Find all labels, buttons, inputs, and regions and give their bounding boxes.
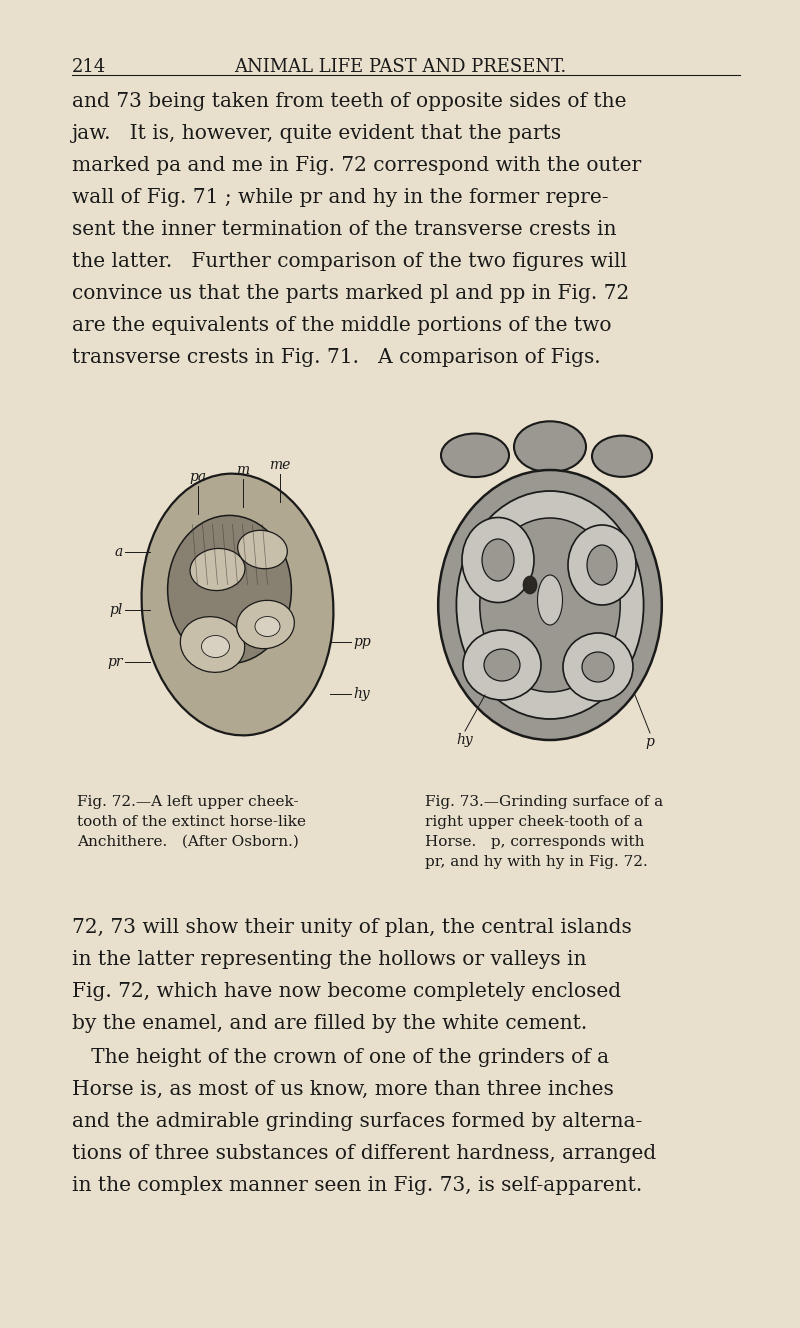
Text: pr, and hy with hy in Fig. 72.: pr, and hy with hy in Fig. 72. (425, 855, 648, 869)
Text: Fig. 73.—Grinding surface of a: Fig. 73.—Grinding surface of a (425, 795, 663, 809)
Ellipse shape (456, 491, 643, 718)
Text: wall of Fig. 71 ; while pr and hy in the former repre-: wall of Fig. 71 ; while pr and hy in the… (72, 189, 609, 207)
Text: and 73 being taken from teeth of opposite sides of the: and 73 being taken from teeth of opposit… (72, 92, 626, 112)
Ellipse shape (462, 518, 534, 603)
Text: and the admirable grinding surfaces formed by alterna-: and the admirable grinding surfaces form… (72, 1112, 642, 1131)
Ellipse shape (255, 616, 280, 636)
Text: pr: pr (107, 655, 123, 669)
Text: pa: pa (189, 470, 206, 483)
Ellipse shape (514, 421, 586, 473)
Text: transverse crests in Fig. 71.   A comparison of Figs.: transverse crests in Fig. 71. A comparis… (72, 348, 601, 367)
Text: are the equivalents of the middle portions of the two: are the equivalents of the middle portio… (72, 316, 611, 335)
Ellipse shape (237, 600, 294, 648)
Ellipse shape (592, 436, 652, 477)
Text: hy: hy (457, 733, 474, 746)
Text: 214: 214 (72, 58, 106, 76)
Ellipse shape (180, 616, 245, 672)
Text: ANIMAL LIFE PAST AND PRESENT.: ANIMAL LIFE PAST AND PRESENT. (234, 58, 566, 76)
Text: Fig. 72, which have now become completely enclosed: Fig. 72, which have now become completel… (72, 981, 621, 1001)
Ellipse shape (463, 629, 541, 700)
Ellipse shape (484, 649, 520, 681)
Ellipse shape (168, 515, 291, 664)
Text: pp: pp (353, 635, 370, 649)
Text: jaw.   It is, however, quite evident that the parts: jaw. It is, however, quite evident that … (72, 124, 562, 143)
Text: tooth of the extinct horse-like: tooth of the extinct horse-like (77, 815, 306, 829)
Text: pl: pl (110, 603, 123, 618)
Ellipse shape (438, 470, 662, 740)
Text: marked pa and me in Fig. 72 correspond with the outer: marked pa and me in Fig. 72 correspond w… (72, 155, 642, 175)
Text: 72, 73 will show their unity of plan, the central islands: 72, 73 will show their unity of plan, th… (72, 918, 632, 938)
Text: Anchithere.   (After Osborn.): Anchithere. (After Osborn.) (77, 835, 299, 849)
Text: convince us that the parts marked pl and pp in Fig. 72: convince us that the parts marked pl and… (72, 284, 630, 303)
Ellipse shape (190, 548, 245, 591)
Text: hy: hy (353, 687, 370, 701)
Ellipse shape (538, 575, 562, 625)
Text: right upper cheek-tooth of a: right upper cheek-tooth of a (425, 815, 643, 829)
Ellipse shape (582, 652, 614, 683)
Ellipse shape (523, 576, 537, 594)
Ellipse shape (480, 518, 620, 692)
Ellipse shape (568, 525, 636, 606)
Text: p: p (646, 734, 654, 749)
Ellipse shape (482, 539, 514, 582)
Text: tions of three substances of different hardness, arranged: tions of three substances of different h… (72, 1143, 656, 1163)
Text: in the latter representing the hollows or valleys in: in the latter representing the hollows o… (72, 950, 586, 969)
Text: the latter.   Further comparison of the two figures will: the latter. Further comparison of the tw… (72, 252, 627, 271)
Ellipse shape (563, 633, 633, 701)
Text: The height of the crown of one of the grinders of a: The height of the crown of one of the gr… (72, 1048, 609, 1066)
Ellipse shape (441, 433, 509, 477)
Text: Fig. 72.—A left upper cheek-: Fig. 72.—A left upper cheek- (77, 795, 298, 809)
Ellipse shape (142, 474, 334, 736)
Text: in the complex manner seen in Fig. 73, is self-apparent.: in the complex manner seen in Fig. 73, i… (72, 1177, 642, 1195)
Text: me: me (269, 458, 290, 471)
Text: Horse is, as most of us know, more than three inches: Horse is, as most of us know, more than … (72, 1080, 614, 1100)
Text: m: m (236, 463, 249, 477)
Text: Horse.   p, corresponds with: Horse. p, corresponds with (425, 835, 645, 849)
Ellipse shape (238, 530, 287, 568)
Text: by the enamel, and are filled by the white cement.: by the enamel, and are filled by the whi… (72, 1015, 587, 1033)
Text: a: a (114, 544, 123, 559)
Text: sent the inner termination of the transverse crests in: sent the inner termination of the transv… (72, 220, 617, 239)
Ellipse shape (587, 544, 617, 586)
Ellipse shape (202, 636, 230, 657)
